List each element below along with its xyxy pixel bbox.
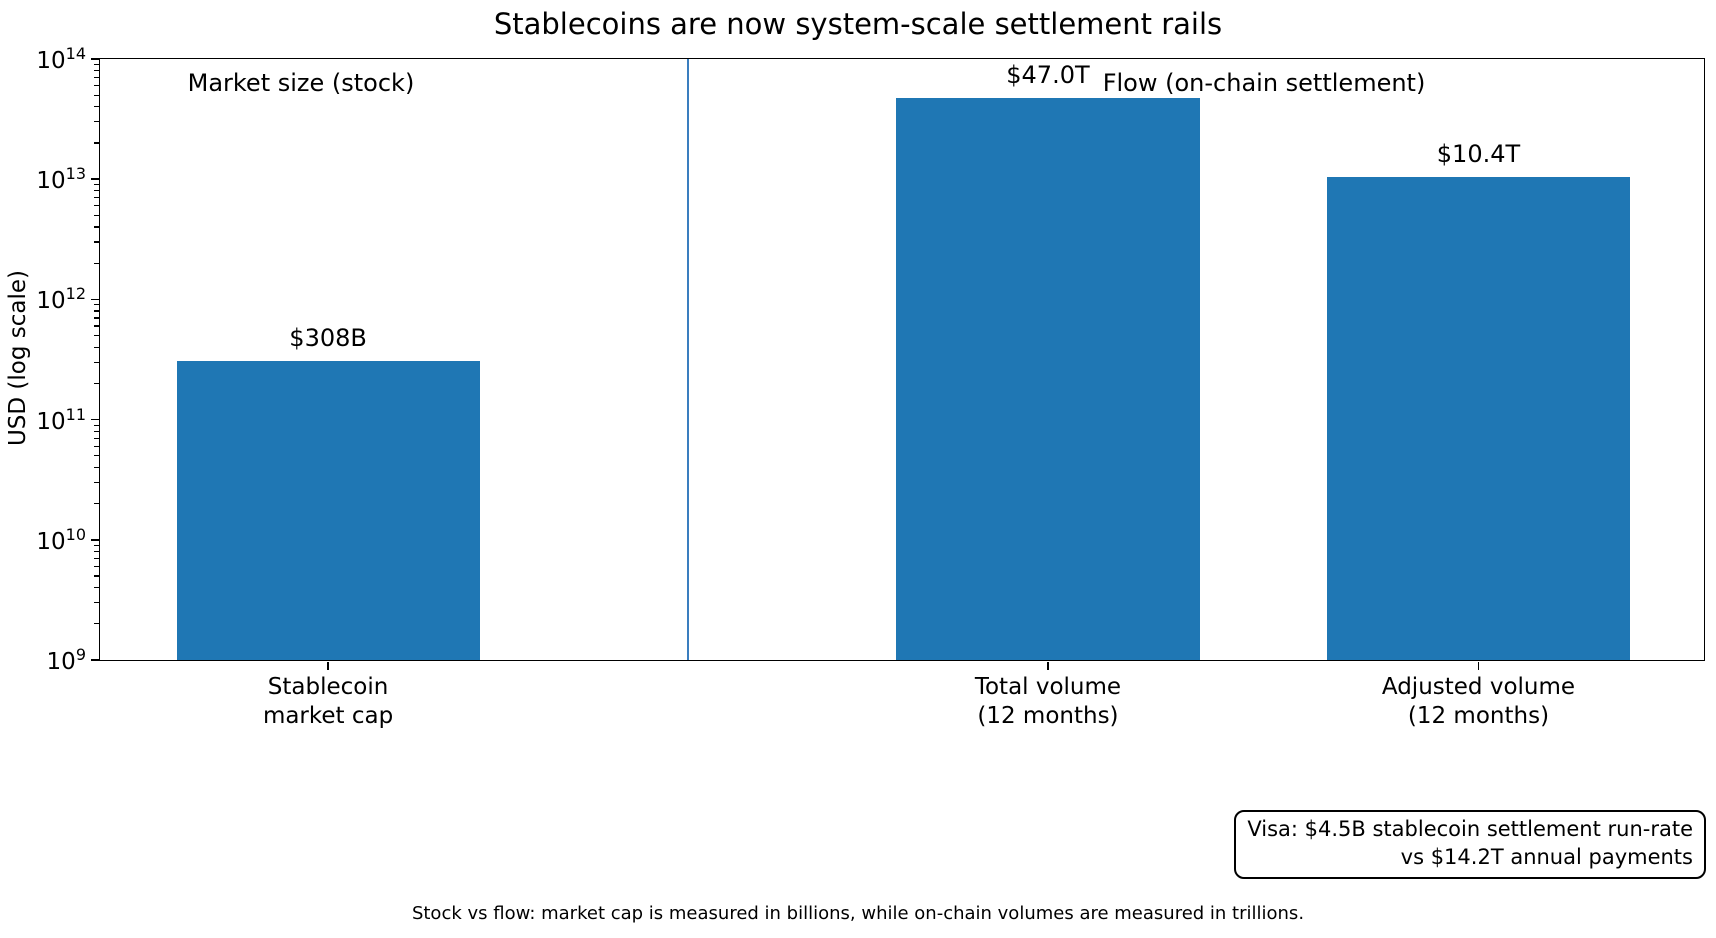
visa-annotation-line-2: vs $14.2T annual payments (1400, 844, 1693, 869)
y-tick-label: 1014 (36, 44, 86, 74)
y-minor-tick-mark (94, 197, 99, 199)
x-tick-mark (327, 661, 329, 670)
y-minor-tick-mark (94, 77, 99, 79)
y-minor-tick-mark (94, 503, 99, 505)
y-minor-tick-mark (94, 565, 99, 568)
x-tick-mark (1047, 661, 1049, 670)
y-minor-tick-mark (94, 550, 99, 553)
bar-value-label: $308B (289, 323, 367, 352)
plot-area: $308B $47.0T $10.4T Market size (stock) Flow… (36, 44, 1705, 729)
visa-annotation-line-1: Visa: $4.5B stablecoin settlement run-ra… (1247, 817, 1693, 841)
y-tick-label: 1013 (36, 164, 86, 195)
y-minor-tick-mark (94, 214, 99, 216)
y-minor-tick-mark (94, 575, 99, 577)
y-tick-label: 1012 (36, 284, 86, 315)
y-minor-tick-mark (94, 602, 99, 604)
y-minor-tick-mark (94, 437, 99, 439)
y-minor-tick-mark (94, 623, 99, 625)
y-minor-tick-mark (94, 190, 99, 192)
y-tick-mark (90, 659, 99, 661)
y-minor-tick-mark (94, 304, 99, 306)
x-tick-label: Adjusted volume (12 months) (1381, 674, 1576, 729)
y-minor-tick-mark (94, 481, 99, 484)
y-minor-tick-mark (94, 466, 99, 469)
bar-value-label: $47.0T (1006, 61, 1090, 90)
y-minor-tick-mark (94, 361, 99, 363)
y-minor-tick-mark (94, 241, 99, 243)
y-minor-tick-mark (94, 262, 99, 264)
y-minor-tick-mark (94, 334, 99, 337)
y-minor-tick-mark (94, 205, 99, 207)
y-tick-label: 1011 (36, 404, 86, 435)
y-minor-tick-mark (94, 544, 99, 546)
y-minor-tick-mark (94, 142, 99, 144)
x-tick-mark (1477, 661, 1480, 670)
bar (1326, 177, 1631, 660)
y-tick-mark (90, 58, 99, 60)
y-minor-tick-mark (94, 94, 99, 96)
y-minor-tick-mark (94, 317, 99, 319)
y-minor-tick-mark (94, 445, 99, 447)
visa-annotation-box: Visa: $4.5B stablecoin settlement run-ra… (1234, 810, 1706, 880)
y-tick-mark (90, 538, 99, 541)
y-minor-tick-mark (94, 424, 99, 426)
y-minor-tick-mark (94, 325, 99, 327)
y-tick-mark (90, 178, 99, 181)
bar (896, 98, 1200, 660)
group-label: Market size (stock) (187, 69, 415, 97)
x-tick-label: Stablecoin market cap (262, 674, 394, 729)
y-minor-tick-mark (94, 106, 99, 108)
y-minor-tick-mark (94, 557, 99, 559)
y-minor-tick-mark (94, 85, 99, 87)
y-tick-label: 1010 (36, 524, 86, 555)
y-tick-mark (90, 298, 99, 301)
x-tick-label: Total volume (12 months) (974, 674, 1122, 729)
y-tick-label: 109 (46, 645, 86, 675)
y-minor-tick-mark (94, 63, 99, 66)
y-minor-tick-mark (94, 455, 99, 457)
stock-flow-divider (687, 59, 690, 660)
chart-title: Stablecoins are now system-scale settlem… (493, 7, 1223, 41)
y-minor-tick-mark (94, 70, 99, 72)
figure-caption: Stock vs flow: market cap is measured in… (411, 903, 1305, 924)
y-minor-tick-mark (94, 310, 99, 312)
bar (176, 360, 480, 660)
y-minor-tick-mark (94, 226, 99, 228)
y-minor-tick-mark (94, 587, 99, 589)
y-minor-tick-mark (94, 184, 99, 186)
bar-value-label: $10.4T (1436, 140, 1521, 169)
group-label: Flow (on-chain settlement) (1102, 69, 1426, 97)
y-tick-mark (90, 418, 99, 421)
y-minor-tick-mark (94, 346, 99, 348)
y-axis-label: USD (log scale) (5, 269, 31, 447)
y-minor-tick-mark (94, 121, 99, 123)
y-minor-tick-mark (94, 430, 99, 432)
y-minor-tick-mark (94, 382, 99, 384)
